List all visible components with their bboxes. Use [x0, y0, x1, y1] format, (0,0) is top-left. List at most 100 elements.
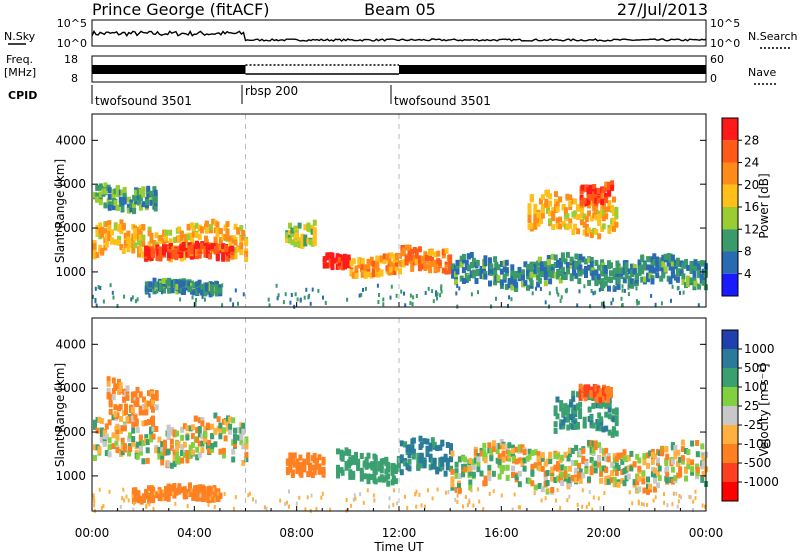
echo-cell — [692, 499, 695, 504]
echo-cell — [228, 428, 233, 435]
echo-cell — [166, 434, 171, 440]
echo-cell — [527, 478, 532, 485]
echo-cell — [568, 201, 573, 207]
echo-cell — [560, 454, 565, 461]
echo-cell — [113, 239, 118, 246]
echo-cell — [627, 285, 630, 290]
echo-cell — [566, 473, 571, 480]
echo-cell — [115, 191, 120, 198]
echo-cell — [389, 295, 392, 300]
echo-cell — [213, 441, 218, 448]
echo-cell — [650, 452, 655, 459]
echo-cell — [125, 416, 130, 423]
echo-cell — [600, 278, 605, 285]
echo-cell — [403, 291, 405, 296]
freq-block-1 — [92, 65, 246, 74]
echo-cell — [185, 450, 190, 456]
echo-cell — [642, 453, 647, 460]
echo-cell — [221, 255, 226, 262]
echo-cell — [122, 194, 127, 201]
echo-cell — [244, 436, 249, 443]
echo-cell — [98, 487, 101, 492]
echo-cell — [626, 473, 631, 480]
echo-cell — [133, 242, 137, 249]
echo-cell — [528, 275, 533, 282]
echo-cell — [169, 426, 174, 433]
echo-cell — [604, 411, 609, 418]
echo-cell — [289, 300, 292, 305]
echo-cell — [290, 293, 293, 297]
echo-cell — [479, 266, 484, 273]
echo-cell — [346, 260, 351, 267]
echo-cell — [149, 190, 154, 197]
echo-cell — [145, 447, 150, 454]
nsearch-label: N.Search — [748, 30, 798, 43]
echo-cell — [505, 474, 510, 481]
echo-cell — [637, 486, 642, 493]
echo-cell — [195, 240, 199, 247]
echo-cell — [195, 427, 200, 434]
echo-cell — [551, 215, 556, 222]
echo-cell — [410, 260, 415, 267]
noise-panel-frame — [91, 19, 707, 47]
echo-cell — [461, 253, 466, 260]
echo-cell — [218, 244, 223, 251]
echo-cell — [414, 491, 417, 496]
echo-cell — [182, 254, 187, 261]
echo-cell — [149, 232, 154, 239]
echo-cell — [632, 280, 637, 287]
echo-cell — [578, 408, 583, 415]
echo-cell — [600, 259, 605, 266]
echo-cell — [324, 300, 327, 305]
echo-cell — [317, 463, 322, 470]
echo-cell — [123, 239, 128, 246]
echo-cell — [599, 447, 604, 454]
echo-cell — [150, 248, 155, 255]
echo-cell — [676, 461, 681, 467]
echo-cell — [621, 288, 624, 293]
echo-cell — [624, 475, 629, 482]
echo-cell — [200, 433, 205, 440]
echo-cell — [244, 250, 249, 257]
echo-cell — [578, 383, 583, 390]
echo-cell — [404, 494, 406, 499]
echo-cell — [127, 498, 130, 503]
echo-cell — [100, 226, 105, 233]
echo-cell — [560, 256, 565, 263]
echo-cell — [527, 217, 532, 224]
echo-cell — [415, 504, 418, 509]
echo-cell — [364, 456, 369, 463]
echo-cell — [312, 238, 317, 244]
echo-cell — [578, 413, 583, 420]
echo-cell — [239, 434, 244, 441]
echo-cell — [95, 231, 100, 237]
echo-cell — [95, 303, 98, 308]
echo-cell — [612, 273, 617, 280]
echo-cell — [377, 465, 382, 472]
echo-cell — [150, 252, 155, 259]
echo-cell — [494, 275, 499, 282]
echo-cell — [680, 455, 685, 462]
echo-cell — [566, 455, 571, 462]
echo-cell — [145, 457, 150, 464]
echo-cell — [510, 264, 515, 271]
echo-cell — [225, 255, 230, 262]
echo-cell — [372, 493, 375, 498]
echo-cell — [636, 301, 639, 306]
echo-cell — [555, 396, 560, 403]
echo-cell — [179, 287, 182, 292]
echo-cell — [690, 469, 695, 476]
echo-cell — [420, 503, 423, 508]
echo-cell — [569, 275, 574, 282]
echo-cell — [579, 203, 584, 210]
echo-cell — [242, 292, 245, 297]
echo-cell — [558, 262, 563, 268]
echo-cell — [450, 468, 455, 475]
echo-cell — [113, 199, 118, 206]
echo-cell — [604, 185, 609, 191]
echo-cell — [689, 265, 694, 271]
echo-cell — [557, 292, 560, 297]
echo-cell — [676, 286, 679, 291]
echo-cell — [578, 389, 583, 396]
echo-cell — [180, 426, 185, 433]
